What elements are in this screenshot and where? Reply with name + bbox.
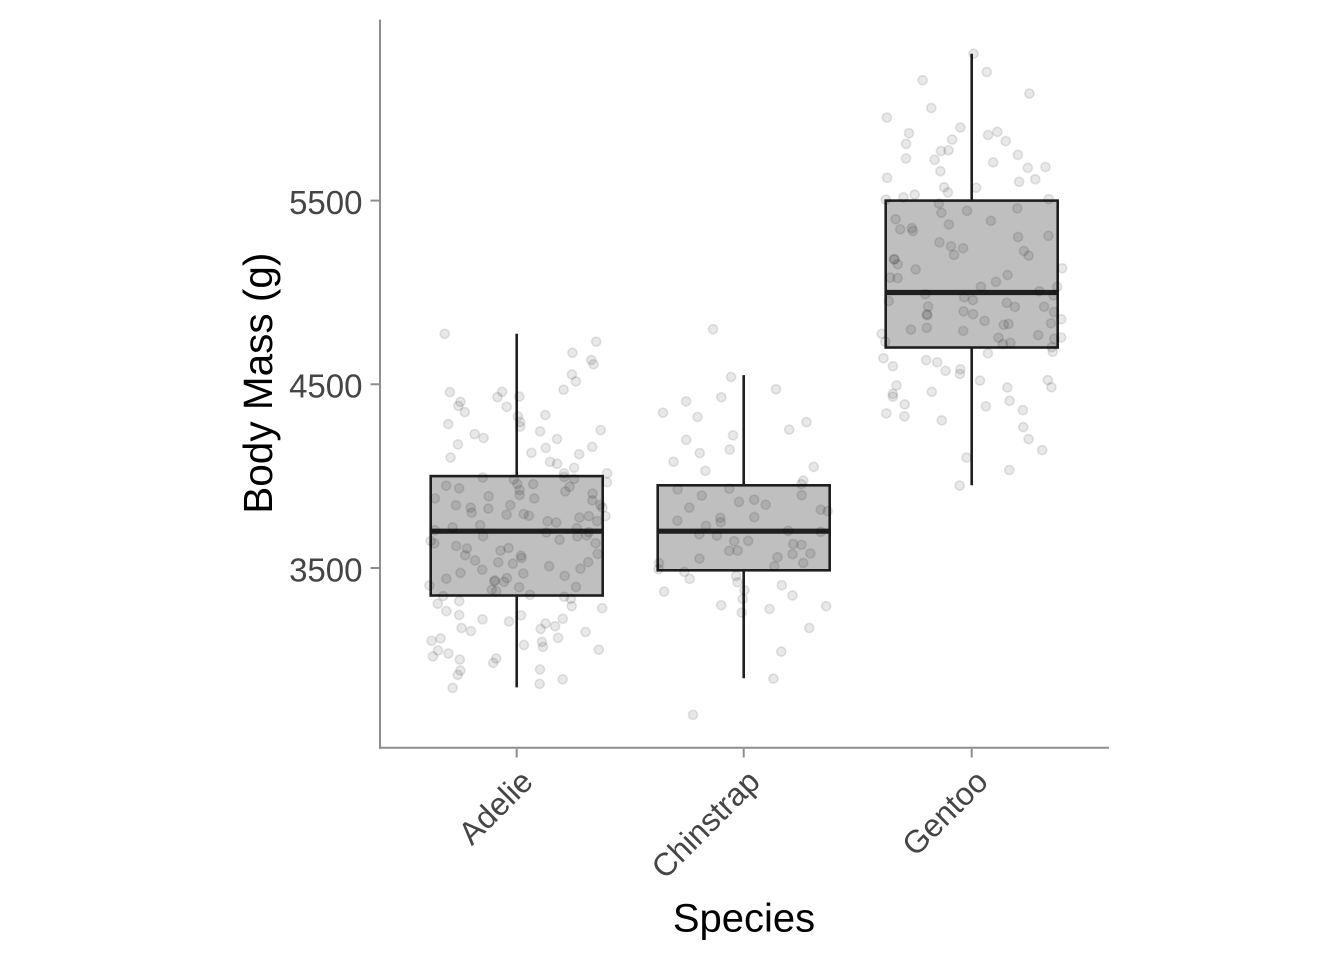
svg-text:Body Mass (g): Body Mass (g) [235, 253, 281, 514]
svg-text:5500: 5500 [289, 184, 362, 221]
svg-text:3500: 3500 [289, 551, 362, 588]
svg-text:Species: Species [673, 897, 815, 941]
svg-text:4500: 4500 [289, 368, 362, 405]
